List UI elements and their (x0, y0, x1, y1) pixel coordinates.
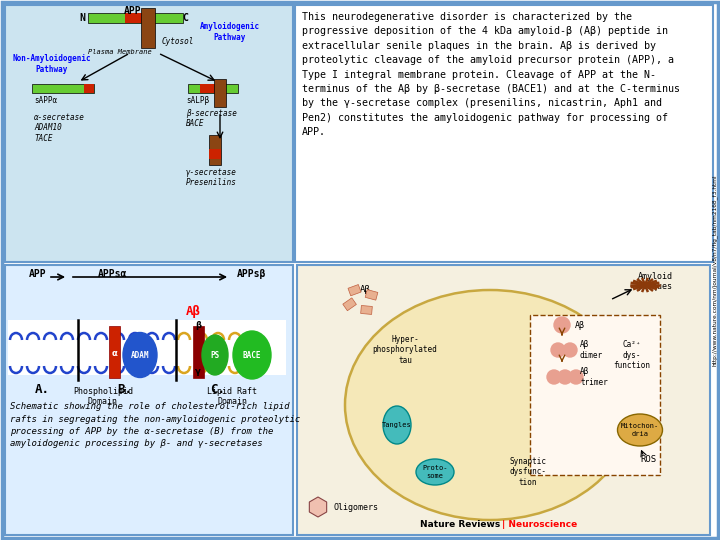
Ellipse shape (123, 333, 157, 377)
Text: Schematic showing the role of cholesterol-rich lipid
rafts in segregating the no: Schematic showing the role of cholestero… (10, 402, 300, 449)
Ellipse shape (202, 335, 228, 375)
Text: | Neuroscience: | Neuroscience (502, 520, 577, 529)
Text: Synaptic
dysfunc-
tion: Synaptic dysfunc- tion (510, 457, 546, 487)
Ellipse shape (618, 414, 662, 446)
Text: α: α (111, 349, 117, 359)
Text: PS: PS (210, 350, 220, 360)
FancyBboxPatch shape (193, 326, 204, 378)
Text: Oligomers: Oligomers (334, 503, 379, 511)
FancyBboxPatch shape (84, 84, 94, 93)
Circle shape (551, 343, 565, 357)
Text: Lipid Raft
Domain: Lipid Raft Domain (207, 387, 257, 407)
Text: Tangles: Tangles (382, 422, 412, 428)
Text: ADAM: ADAM (131, 350, 149, 360)
Text: This neurodegenerative disorder is characterized by the
progressive deposition o: This neurodegenerative disorder is chara… (302, 12, 680, 137)
Text: C: C (182, 13, 188, 23)
Text: sALPβ: sALPβ (186, 96, 209, 105)
FancyBboxPatch shape (530, 315, 660, 475)
FancyBboxPatch shape (88, 13, 183, 23)
Text: β: β (195, 321, 201, 330)
FancyBboxPatch shape (32, 84, 94, 93)
Text: γ: γ (195, 367, 201, 376)
Ellipse shape (233, 331, 271, 379)
FancyBboxPatch shape (343, 298, 356, 310)
Text: Aβ: Aβ (575, 321, 585, 329)
FancyBboxPatch shape (209, 149, 221, 159)
Text: Proto-
some: Proto- some (422, 465, 448, 478)
FancyBboxPatch shape (141, 8, 155, 48)
FancyBboxPatch shape (348, 285, 361, 296)
Text: γ-secretase
Presenilins: γ-secretase Presenilins (186, 168, 237, 187)
Ellipse shape (383, 406, 411, 444)
Text: sAPPα: sAPPα (34, 96, 57, 105)
Text: APP: APP (30, 269, 47, 279)
Text: Aβ: Aβ (186, 305, 200, 318)
Ellipse shape (416, 459, 454, 485)
Text: Aβ: Aβ (359, 285, 370, 294)
FancyBboxPatch shape (361, 306, 372, 314)
Text: Phospholipid
Domain: Phospholipid Domain (73, 387, 133, 407)
Circle shape (547, 370, 561, 384)
Text: Mitochon-
dria: Mitochon- dria (621, 423, 659, 436)
FancyBboxPatch shape (297, 265, 710, 535)
FancyBboxPatch shape (209, 135, 221, 165)
Text: APPsα: APPsα (99, 269, 127, 279)
Text: C.: C. (210, 383, 225, 396)
Text: Cytosol: Cytosol (162, 37, 194, 45)
FancyBboxPatch shape (188, 84, 238, 93)
Text: A.: A. (35, 383, 50, 396)
Ellipse shape (345, 290, 635, 520)
Text: Ca²⁺
dys-
function: Ca²⁺ dys- function (613, 340, 650, 370)
Text: Nature Reviews: Nature Reviews (420, 520, 500, 529)
FancyBboxPatch shape (5, 5, 293, 262)
Text: Aβ
trimer: Aβ trimer (580, 367, 608, 387)
FancyBboxPatch shape (214, 79, 226, 107)
Text: α-secretase
ADAM10
TACE: α-secretase ADAM10 TACE (34, 113, 85, 143)
Text: Amyloid
plaques: Amyloid plaques (637, 272, 672, 292)
Circle shape (563, 343, 577, 357)
Text: APPsβ: APPsβ (238, 269, 266, 279)
Circle shape (554, 317, 570, 333)
Circle shape (558, 370, 572, 384)
Circle shape (569, 370, 583, 384)
FancyBboxPatch shape (109, 326, 120, 378)
Text: APP: APP (124, 6, 142, 16)
Text: β-secretase
BACE: β-secretase BACE (186, 109, 237, 129)
Text: ROS: ROS (640, 456, 656, 464)
FancyBboxPatch shape (125, 13, 149, 23)
Text: B.: B. (117, 383, 132, 396)
FancyBboxPatch shape (8, 320, 286, 375)
Text: Plasma Membrane: Plasma Membrane (88, 49, 152, 55)
FancyBboxPatch shape (5, 265, 293, 535)
FancyBboxPatch shape (365, 289, 378, 300)
Text: Aβ
dimer: Aβ dimer (580, 340, 603, 360)
Text: http://www.nature.com/nm/journal/v8/n7/fig_tab/nm2168_f3.html: http://www.nature.com/nm/journal/v8/n7/f… (712, 174, 718, 366)
Text: Amyloidogenic
Pathway: Amyloidogenic Pathway (200, 22, 260, 42)
FancyBboxPatch shape (295, 5, 713, 262)
Text: N: N (79, 13, 85, 23)
Text: BACE: BACE (243, 350, 261, 360)
FancyBboxPatch shape (200, 84, 226, 93)
Text: Non-Amyloidogenic
Pathway: Non-Amyloidogenic Pathway (13, 55, 91, 73)
Text: Hyper-
phosphorylated
tau: Hyper- phosphorylated tau (373, 335, 437, 365)
